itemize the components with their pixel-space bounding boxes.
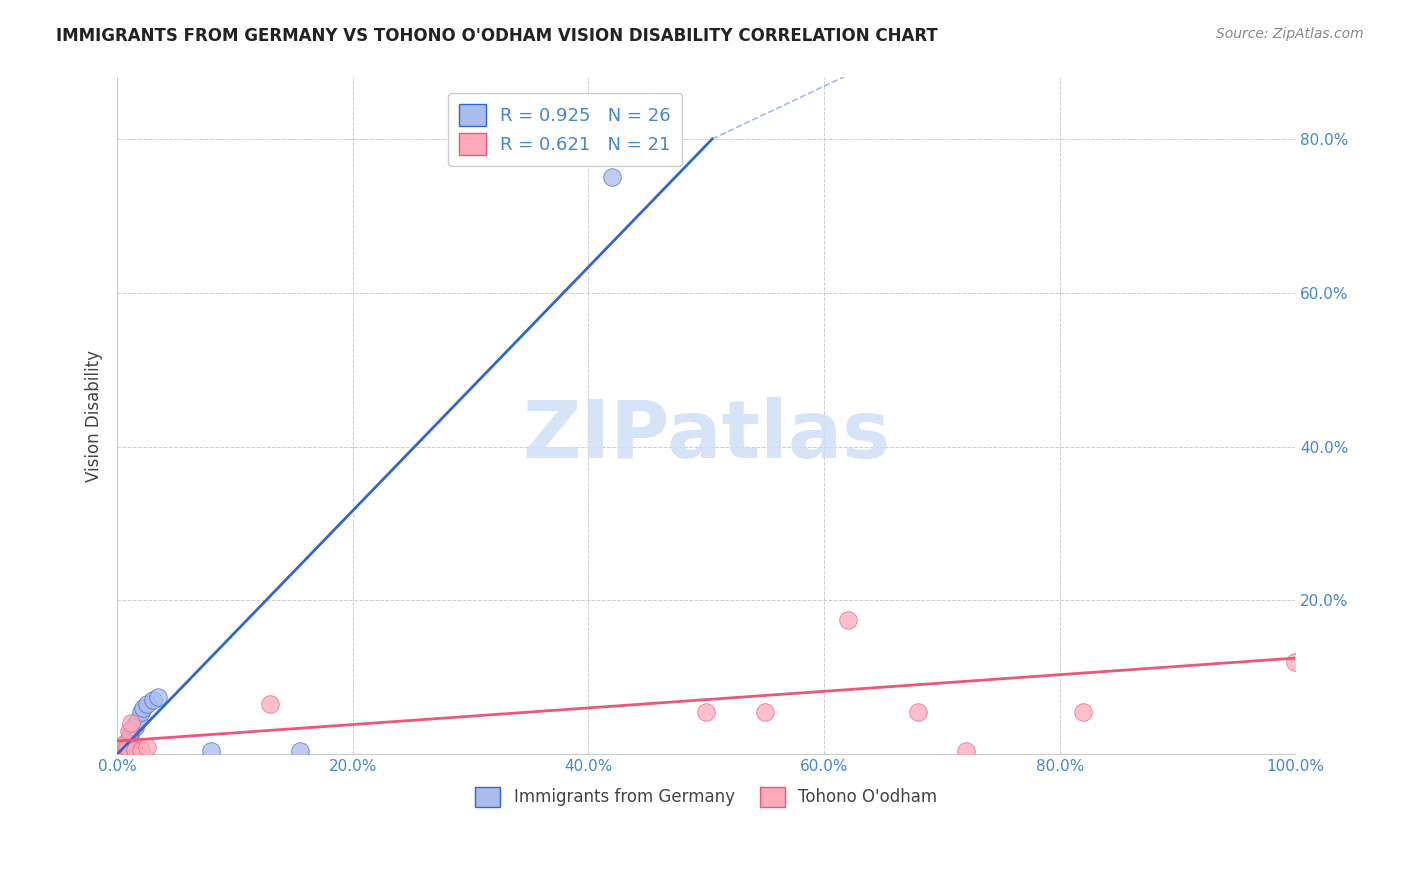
Point — [600, 170, 623, 185]
Legend: Immigrants from Germany, Tohono O'odham: Immigrants from Germany, Tohono O'odham — [468, 780, 943, 814]
Point — [111, 743, 134, 757]
Point — [837, 613, 859, 627]
Point — [125, 716, 148, 731]
Point — [108, 744, 131, 758]
Text: Source: ZipAtlas.com: Source: ZipAtlas.com — [1216, 27, 1364, 41]
Point — [117, 736, 139, 750]
Text: ZIPatlas: ZIPatlas — [522, 397, 890, 475]
Point — [114, 736, 136, 750]
Point — [1284, 655, 1306, 669]
Point — [115, 737, 138, 751]
Point — [148, 690, 170, 704]
Point — [129, 705, 152, 719]
Point — [118, 736, 141, 750]
Point — [120, 724, 142, 739]
Point — [107, 743, 129, 757]
Point — [110, 743, 132, 757]
Point — [120, 728, 142, 742]
Point — [955, 744, 977, 758]
Point — [121, 720, 143, 734]
Point — [110, 741, 132, 756]
Point — [107, 744, 129, 758]
Point — [112, 743, 135, 757]
Point — [200, 744, 222, 758]
Point — [132, 701, 155, 715]
Point — [288, 744, 311, 758]
Point — [110, 743, 132, 757]
Point — [115, 739, 138, 754]
Point — [108, 741, 131, 756]
Text: IMMIGRANTS FROM GERMANY VS TOHONO O'ODHAM VISION DISABILITY CORRELATION CHART: IMMIGRANTS FROM GERMANY VS TOHONO O'ODHA… — [56, 27, 938, 45]
Point — [111, 739, 134, 754]
Point — [124, 743, 146, 757]
Point — [120, 716, 142, 731]
Point — [112, 744, 135, 758]
Point — [1073, 705, 1095, 719]
Point — [141, 693, 163, 707]
Point — [259, 697, 281, 711]
Point — [118, 724, 141, 739]
Point — [135, 697, 157, 711]
Point — [695, 705, 717, 719]
Point — [114, 738, 136, 752]
Point — [124, 720, 146, 734]
Point — [754, 705, 776, 719]
Point — [135, 739, 157, 754]
Point — [112, 739, 135, 754]
Y-axis label: Vision Disability: Vision Disability — [86, 350, 103, 482]
Point — [107, 744, 129, 758]
Point — [127, 713, 149, 727]
Point — [907, 705, 929, 719]
Point — [129, 743, 152, 757]
Point — [112, 738, 135, 752]
